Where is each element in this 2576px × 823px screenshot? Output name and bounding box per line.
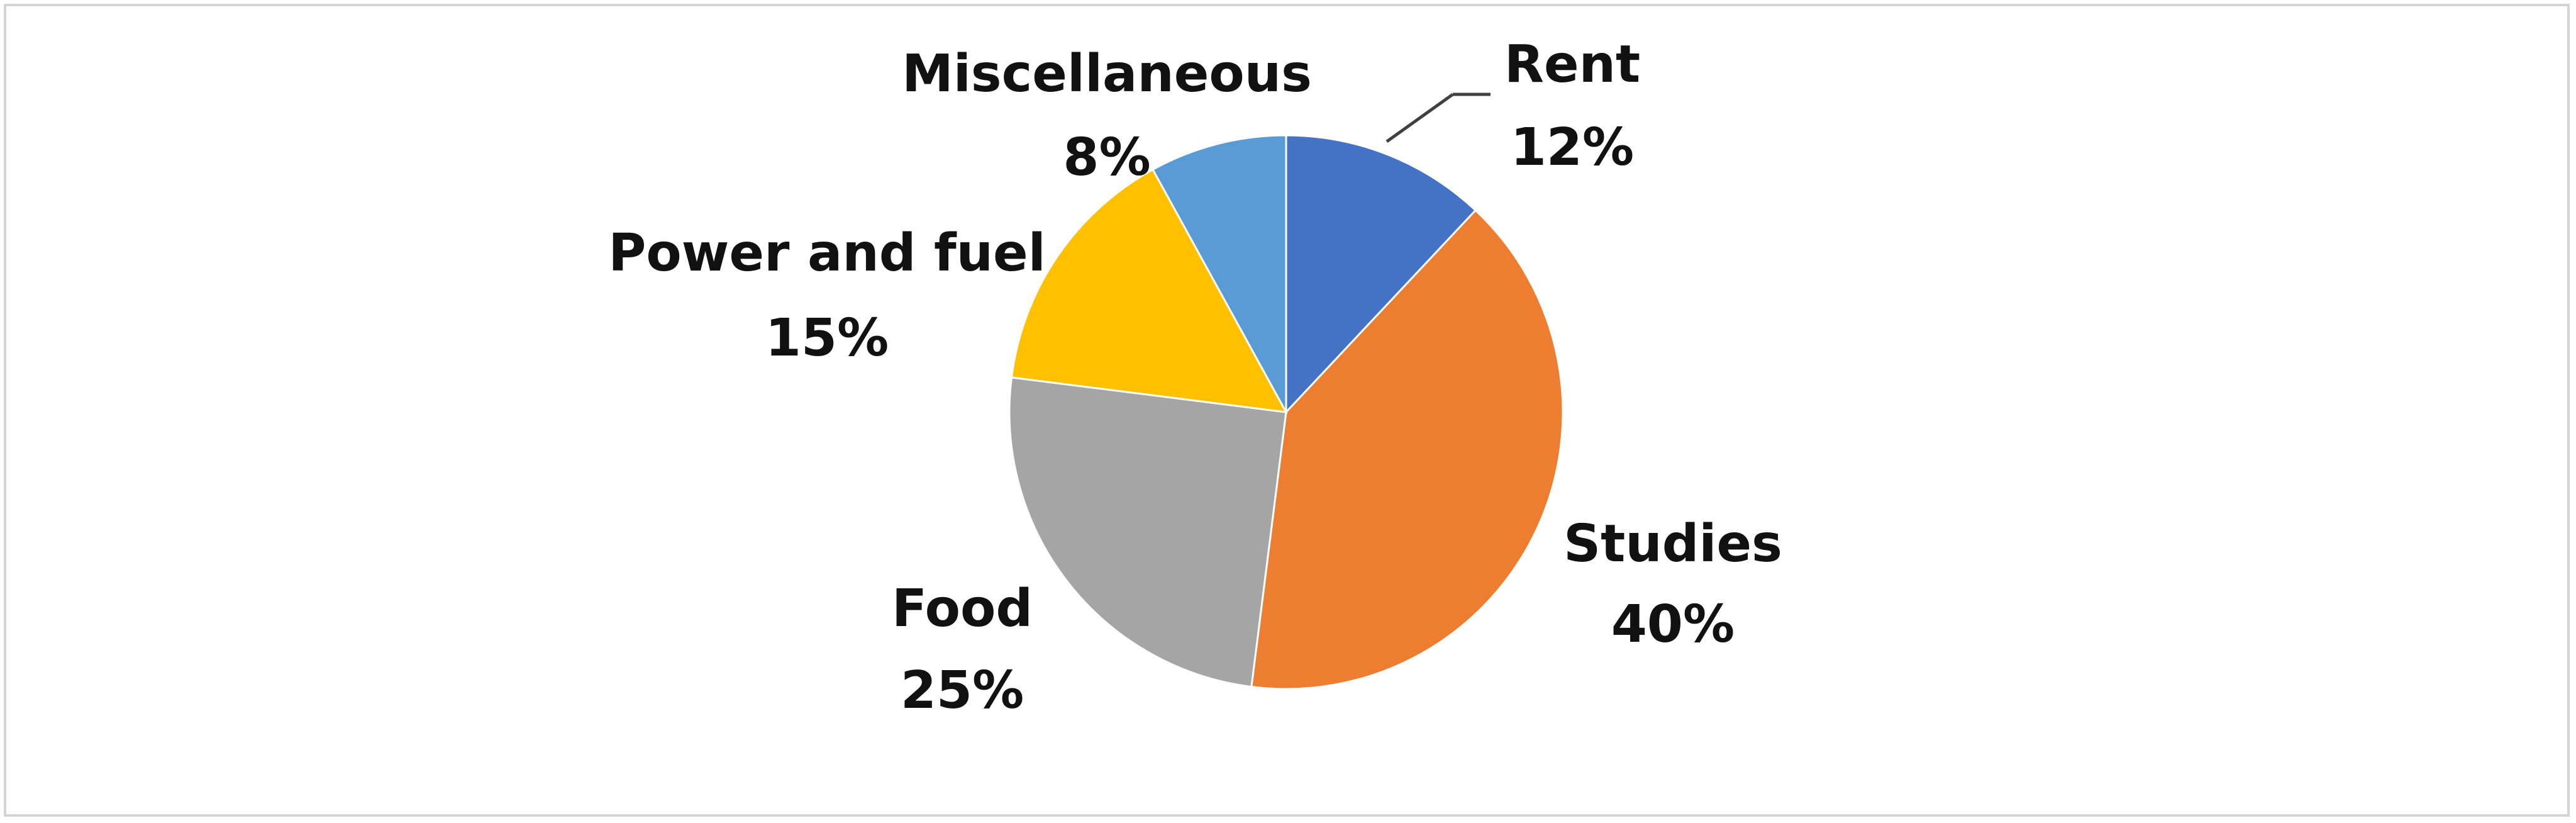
studies-label: Studies <box>1563 514 1782 574</box>
pie-slice-studies <box>1250 209 1564 690</box>
pie-slice-rent <box>1285 134 1477 415</box>
rent-value-label: 12% <box>1511 118 1634 177</box>
studies-value-label: 40% <box>1611 595 1735 654</box>
rent-label: Rent <box>1504 35 1640 94</box>
power-and-fuel-label: Power and fuel <box>608 223 1046 283</box>
food-label: Food <box>892 579 1033 639</box>
pie-slices <box>1008 134 1564 690</box>
miscellaneous-label: Miscellaneous <box>902 44 1312 104</box>
pie-slice-food <box>1008 376 1287 688</box>
pie-slice-miscellaneous <box>1151 134 1287 413</box>
pie-slice-power-and-fuel <box>1010 168 1288 413</box>
rent-leader-line <box>1385 92 1454 143</box>
miscellaneous-value-label: 8% <box>1063 128 1150 188</box>
power-and-fuel-value-label: 15% <box>765 308 889 368</box>
food-value-label: 25% <box>901 661 1024 720</box>
